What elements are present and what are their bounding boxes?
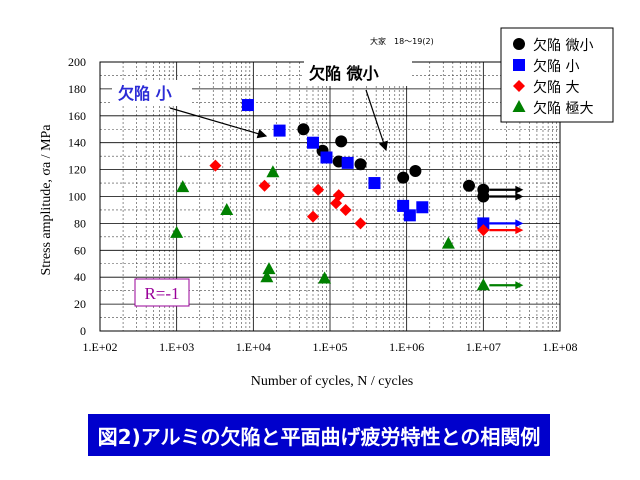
data-point-diamond bbox=[332, 189, 345, 202]
runout-arrow-head bbox=[515, 281, 524, 290]
x-tick-label: 1.E+06 bbox=[389, 340, 424, 354]
r-box bbox=[134, 278, 190, 307]
data-point-square bbox=[397, 199, 410, 212]
x-axis-label: Number of cycles, N / cycles bbox=[251, 374, 414, 389]
x-tick-label: 1.E+07 bbox=[466, 340, 501, 354]
legend-label: 欠陥 極大 bbox=[533, 100, 593, 117]
y-tick-label: 200 bbox=[68, 55, 86, 69]
data-point-triangle bbox=[170, 225, 184, 238]
data-points bbox=[170, 99, 524, 291]
data-point-diamond bbox=[339, 203, 352, 216]
data-point-circle bbox=[354, 158, 367, 171]
legend-marker-square bbox=[513, 59, 525, 71]
y-tick-label: 120 bbox=[68, 163, 86, 177]
annotation-small: 欠陥 小 bbox=[118, 84, 172, 103]
data-point-square bbox=[306, 136, 319, 149]
data-point-circle bbox=[409, 164, 422, 177]
small-label-bg bbox=[112, 80, 192, 106]
annotation-arrow-small bbox=[169, 107, 268, 139]
legend-label: 欠陥 大 bbox=[533, 79, 579, 96]
data-point-triangle bbox=[476, 278, 490, 291]
data-point-square bbox=[416, 201, 429, 214]
data-point-circle bbox=[335, 135, 348, 148]
data-point-triangle bbox=[266, 165, 280, 178]
y-tick-label: 40 bbox=[74, 270, 86, 284]
data-point-square bbox=[477, 217, 490, 230]
runout-arrow-head bbox=[515, 185, 524, 194]
x-tick-label: 1.E+02 bbox=[82, 340, 117, 354]
x-tick-label: 1.E+05 bbox=[312, 340, 347, 354]
data-point-circle bbox=[477, 190, 490, 203]
data-point-circle bbox=[462, 179, 475, 192]
source-note: 大家 18～19(2) bbox=[370, 37, 434, 46]
legend-label: 欠陥 小 bbox=[533, 58, 579, 75]
runout-arrow-head bbox=[515, 226, 524, 235]
axes: 1.E+02 1.E+03 1.E+04 1.E+05 1.E+06 1.E+07 1.E+… bbox=[68, 55, 578, 354]
data-point-diamond bbox=[209, 159, 222, 172]
data-point-square bbox=[403, 209, 416, 222]
x-tick-label: 1.E+03 bbox=[159, 340, 194, 354]
data-point-diamond bbox=[306, 210, 319, 223]
data-point-circle bbox=[397, 171, 410, 184]
y-tick-label: 0 bbox=[80, 324, 86, 338]
annotation-r: R=-1 bbox=[144, 284, 179, 303]
data-point-square bbox=[341, 156, 354, 169]
y-tick-label: 100 bbox=[68, 190, 86, 204]
data-point-triangle bbox=[441, 236, 455, 249]
data-point-diamond bbox=[477, 224, 490, 237]
figure-caption: 図2)アルミの欠陥と平面曲げ疲労特性との相関例 bbox=[88, 414, 550, 456]
data-point-triangle bbox=[220, 202, 234, 215]
y-tick-label: 60 bbox=[74, 243, 86, 257]
y-tick-label: 20 bbox=[74, 297, 86, 311]
data-point-triangle bbox=[176, 180, 190, 193]
data-point-square bbox=[368, 177, 381, 190]
data-point-square bbox=[273, 124, 286, 137]
data-point-diamond bbox=[258, 179, 271, 192]
legend-marker-circle bbox=[513, 38, 525, 50]
annotation-micro: 欠陥 微小 bbox=[309, 64, 379, 83]
y-tick-label: 180 bbox=[68, 82, 86, 96]
legend-label: 欠陥 微小 bbox=[533, 37, 593, 54]
y-tick-label: 80 bbox=[74, 216, 86, 230]
data-point-triangle bbox=[318, 271, 332, 284]
data-point-diamond bbox=[312, 183, 325, 196]
y-axis-label: Stress amplitude, σa / MPa bbox=[39, 124, 54, 276]
x-tick-label: 1.E+04 bbox=[236, 340, 271, 354]
annotation-arrow-micro bbox=[365, 89, 388, 152]
x-tick-label: 1.E+08 bbox=[542, 340, 577, 354]
annotations: 欠陥 小 欠陥 微小 R=-1 bbox=[112, 60, 412, 307]
y-tick-label: 140 bbox=[68, 136, 86, 150]
legend-marker-triangle bbox=[512, 100, 526, 112]
data-point-circle bbox=[297, 123, 310, 136]
runout-arrow-head bbox=[515, 219, 524, 228]
data-point-diamond bbox=[354, 217, 367, 230]
data-point-square bbox=[241, 99, 254, 112]
data-point-square bbox=[320, 151, 333, 164]
data-point-triangle bbox=[262, 262, 276, 275]
y-tick-label: 160 bbox=[68, 109, 86, 123]
data-point-triangle bbox=[260, 270, 274, 283]
micro-label-bg bbox=[304, 60, 412, 86]
legend-marker-diamond bbox=[513, 80, 525, 92]
runout-arrow-head bbox=[515, 192, 524, 201]
